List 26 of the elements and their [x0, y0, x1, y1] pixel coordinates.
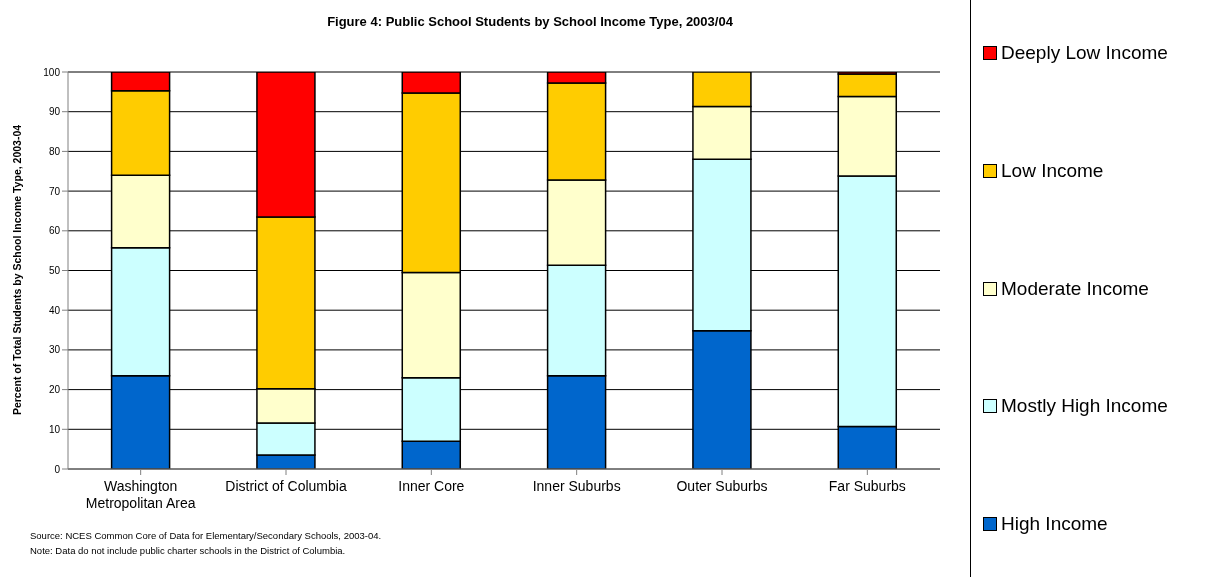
y-tick-label: 100 — [43, 66, 61, 78]
legend-label: Moderate Income — [1001, 277, 1149, 300]
y-tick-label: 40 — [48, 304, 61, 316]
y-tick-label: 10 — [48, 423, 61, 435]
text: Note: Data do not include public charter schools in the District of Columbia. — [30, 544, 347, 558]
y-tick-label: 50 — [48, 265, 61, 277]
legend-label: Deeply Low Income — [1001, 42, 1168, 64]
y-tick-label: 30 — [48, 344, 61, 356]
y-tick-label: 90 — [48, 106, 61, 118]
y-tick-label: 60 — [48, 225, 61, 237]
y-tick-label: 0 — [54, 463, 61, 475]
y-tick-label: 70 — [48, 185, 61, 197]
x-tick-label: Inner Core — [398, 478, 465, 494]
legend-label: Low Income — [1001, 159, 1104, 182]
y-tick-label: 80 — [48, 145, 61, 157]
source-note: Source: NCES Common Core of Data for Elementary/Secondary Schools, 2003-04. — [30, 529, 382, 543]
y-tick-label: 20 — [48, 384, 61, 396]
chart-title: Figure 4: Public School Students by School Income Type, 2003/04 — [326, 14, 734, 29]
x-tick-label: Outer Suburbs — [676, 478, 768, 494]
x-tick-label: Washington Metropolitan Area — [85, 478, 196, 511]
legend-label: High Income — [1001, 513, 1108, 535]
legend-label: Mostly High Income — [1001, 395, 1168, 418]
x-tick-label: District of Columbia — [225, 478, 347, 494]
x-tick-label: Far Suburbs — [828, 478, 906, 494]
y-axis-title: Percent of Total Students by School Income Type, 2003-04 — [11, 124, 23, 416]
x-tick-label: Inner Suburbs — [532, 478, 621, 494]
